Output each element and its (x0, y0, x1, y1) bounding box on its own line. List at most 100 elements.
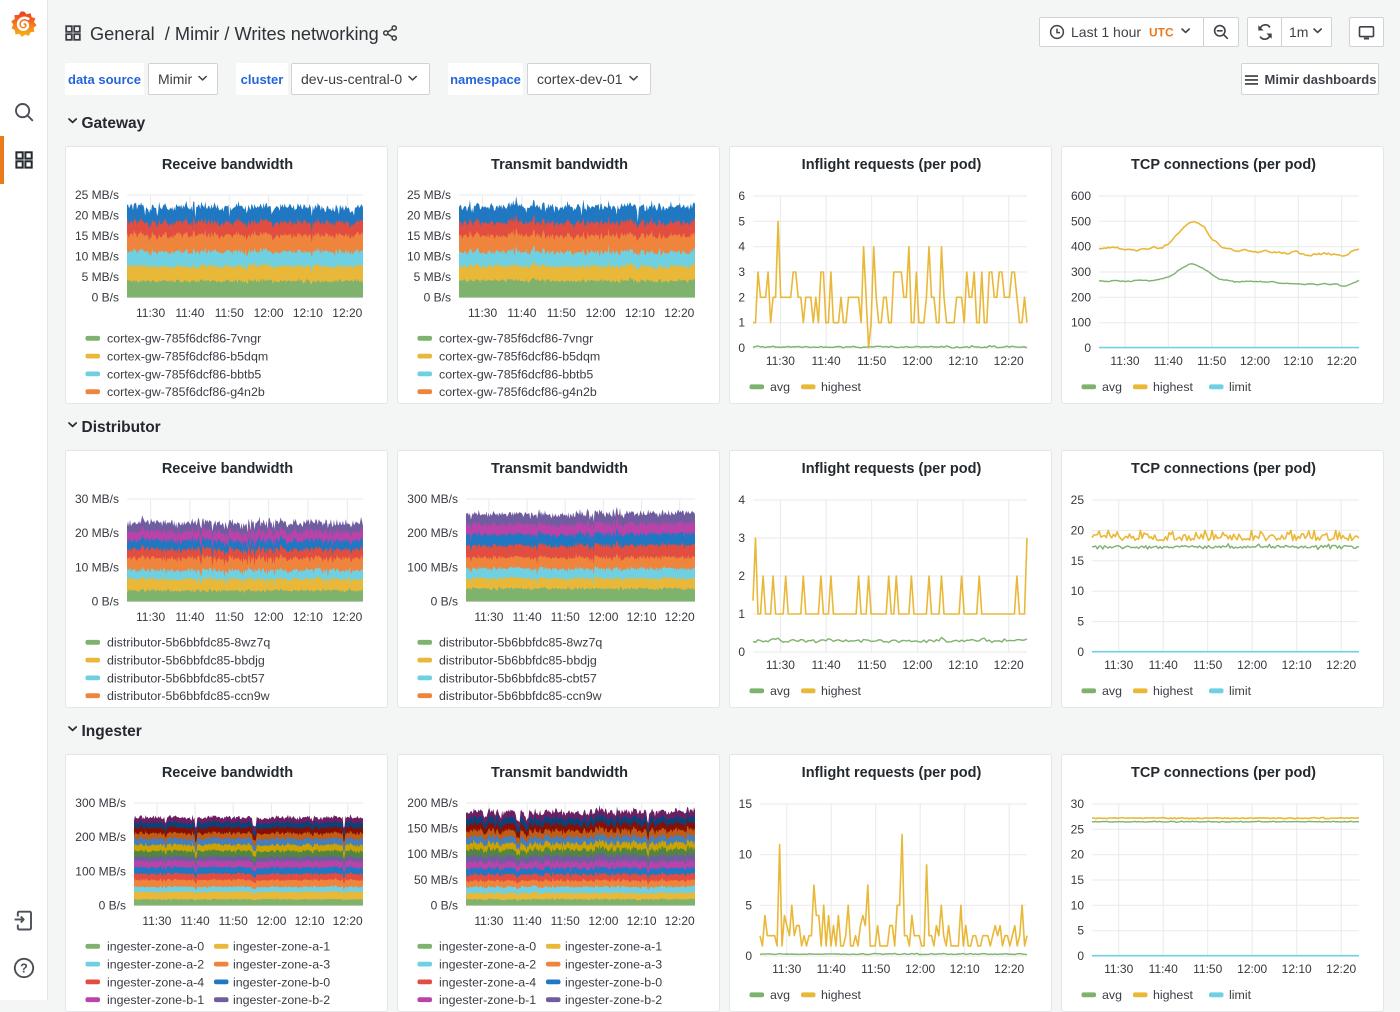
svg-text:11:40: 11:40 (1154, 354, 1183, 368)
svg-text:10: 10 (1071, 584, 1085, 598)
svg-text:0 B/s: 0 B/s (431, 899, 458, 913)
svg-text:11:50: 11:50 (551, 914, 580, 928)
svg-text:avg: avg (1102, 380, 1122, 394)
svg-text:TCP connections (per pod): TCP connections (per pod) (1131, 461, 1316, 477)
svg-text:11:50: 11:50 (861, 962, 890, 976)
svg-text:ingester-zone-a-3: ingester-zone-a-3 (233, 958, 330, 972)
svg-text:0 B/s: 0 B/s (92, 291, 119, 305)
svg-text:0: 0 (738, 341, 745, 355)
svg-text:ingester-zone-a-0: ingester-zone-a-0 (107, 940, 204, 954)
svg-text:11:40: 11:40 (817, 962, 846, 976)
svg-text:Transmit bandwidth: Transmit bandwidth (491, 157, 628, 173)
svg-text:10 MB/s: 10 MB/s (75, 250, 119, 264)
svg-text:11:50: 11:50 (215, 610, 244, 624)
svg-text:6: 6 (738, 189, 745, 203)
svg-text:12:20: 12:20 (994, 658, 1024, 672)
svg-text:11:50: 11:50 (1193, 658, 1222, 672)
svg-text:0: 0 (738, 645, 745, 659)
svg-text:12:10: 12:10 (293, 610, 323, 624)
svg-text:Inflight requests (per pod): Inflight requests (per pod) (802, 461, 982, 477)
svg-text:limit: limit (1229, 380, 1252, 394)
svg-text:ingester-zone-b-1: ingester-zone-b-1 (107, 993, 204, 1007)
svg-text:11:50: 11:50 (1197, 354, 1226, 368)
svg-text:11:40: 11:40 (1149, 658, 1178, 672)
svg-text:11:30: 11:30 (142, 914, 171, 928)
svg-text:avg: avg (1102, 684, 1122, 698)
svg-text:Transmit bandwidth: Transmit bandwidth (491, 461, 628, 477)
svg-text:0: 0 (1077, 949, 1084, 963)
svg-text:11:50: 11:50 (857, 354, 886, 368)
svg-text:?: ? (20, 962, 28, 976)
svg-text:1m: 1m (1289, 24, 1308, 40)
svg-text:11:40: 11:40 (175, 610, 204, 624)
svg-text:12:10: 12:10 (948, 658, 978, 672)
svg-text:UTC: UTC (1149, 26, 1174, 40)
svg-text:ingester-zone-b-2: ingester-zone-b-2 (233, 993, 330, 1007)
svg-text:12:20: 12:20 (1327, 354, 1357, 368)
svg-text:ingester-zone-a-2: ingester-zone-a-2 (439, 958, 536, 972)
svg-text:12:00: 12:00 (1237, 658, 1267, 672)
svg-text:distributor-5b6bbfdc85-cbt57: distributor-5b6bbfdc85-cbt57 (439, 671, 597, 685)
svg-text:General / Mimir / Writes netw: General / Mimir / Writes networking (90, 24, 379, 44)
svg-text:20 MB/s: 20 MB/s (75, 526, 119, 540)
svg-text:11:50: 11:50 (215, 306, 244, 320)
svg-text:TCP connections (per pod): TCP connections (per pod) (1131, 157, 1316, 173)
svg-text:limit: limit (1229, 684, 1252, 698)
svg-text:15 MB/s: 15 MB/s (407, 229, 451, 243)
svg-text:12:10: 12:10 (1283, 354, 1313, 368)
svg-text:Ingester: Ingester (82, 723, 142, 740)
svg-text:11:50: 11:50 (551, 610, 580, 624)
svg-text:12:20: 12:20 (664, 306, 694, 320)
svg-text:ingester-zone-a-2: ingester-zone-a-2 (107, 958, 204, 972)
svg-text:12:20: 12:20 (994, 962, 1024, 976)
svg-text:25 MB/s: 25 MB/s (407, 188, 451, 202)
svg-text:5: 5 (738, 214, 745, 228)
svg-text:12:10: 12:10 (1282, 658, 1312, 672)
svg-text:Gateway: Gateway (82, 115, 146, 132)
svg-text:distributor-5b6bbfdc85-bbdjg: distributor-5b6bbfdc85-bbdjg (439, 654, 597, 668)
svg-text:Inflight requests (per pod): Inflight requests (per pod) (802, 765, 982, 781)
svg-text:ingester-zone-a-1: ingester-zone-a-1 (233, 940, 330, 954)
svg-text:distributor-5b6bbfdc85-ccn9w: distributor-5b6bbfdc85-ccn9w (439, 689, 602, 703)
svg-text:100 MB/s: 100 MB/s (407, 560, 458, 574)
svg-text:Receive bandwidth: Receive bandwidth (162, 157, 293, 173)
svg-text:0 B/s: 0 B/s (92, 595, 119, 609)
svg-text:11:40: 11:40 (513, 610, 542, 624)
svg-text:0: 0 (745, 949, 752, 963)
svg-text:500: 500 (1071, 214, 1091, 228)
svg-text:0: 0 (1077, 645, 1084, 659)
svg-text:5 MB/s: 5 MB/s (82, 270, 119, 284)
svg-text:11:40: 11:40 (812, 354, 841, 368)
svg-text:TCP connections (per pod): TCP connections (per pod) (1131, 765, 1316, 781)
svg-text:ingester-zone-a-4: ingester-zone-a-4 (439, 975, 536, 989)
svg-text:20 MB/s: 20 MB/s (75, 209, 119, 223)
svg-text:11:30: 11:30 (136, 610, 165, 624)
svg-text:avg: avg (770, 988, 790, 1002)
svg-text:cortex-gw-785f6dcf86-b5dqm: cortex-gw-785f6dcf86-b5dqm (439, 350, 600, 364)
svg-text:ingester-zone-b-1: ingester-zone-b-1 (439, 993, 536, 1007)
svg-text:11:30: 11:30 (772, 962, 801, 976)
svg-text:avg: avg (1102, 988, 1122, 1002)
svg-text:highest: highest (1153, 684, 1194, 698)
svg-text:12:00: 12:00 (905, 962, 935, 976)
svg-text:12:00: 12:00 (902, 658, 932, 672)
svg-text:avg: avg (770, 684, 790, 698)
svg-text:10: 10 (1071, 898, 1085, 912)
svg-text:cortex-gw-785f6dcf86-g4n2b: cortex-gw-785f6dcf86-g4n2b (439, 385, 597, 399)
svg-text:4: 4 (738, 240, 745, 254)
svg-text:11:30: 11:30 (468, 306, 497, 320)
svg-text:4: 4 (738, 493, 745, 507)
svg-text:11:40: 11:40 (507, 306, 536, 320)
svg-text:ingester-zone-b-0: ingester-zone-b-0 (565, 975, 662, 989)
svg-text:30: 30 (1071, 797, 1085, 811)
svg-text:12:00: 12:00 (586, 306, 616, 320)
svg-text:distributor-5b6bbfdc85-ccn9w: distributor-5b6bbfdc85-ccn9w (107, 689, 270, 703)
svg-text:30 MB/s: 30 MB/s (75, 492, 119, 506)
svg-text:cortex-gw-785f6dcf86-bbtb5: cortex-gw-785f6dcf86-bbtb5 (107, 367, 261, 381)
svg-text:25: 25 (1071, 493, 1085, 507)
svg-text:5 MB/s: 5 MB/s (414, 270, 451, 284)
svg-text:150 MB/s: 150 MB/s (407, 822, 458, 836)
svg-text:12:20: 12:20 (333, 914, 363, 928)
svg-text:Receive bandwidth: Receive bandwidth (162, 461, 293, 477)
svg-text:12:10: 12:10 (625, 306, 655, 320)
